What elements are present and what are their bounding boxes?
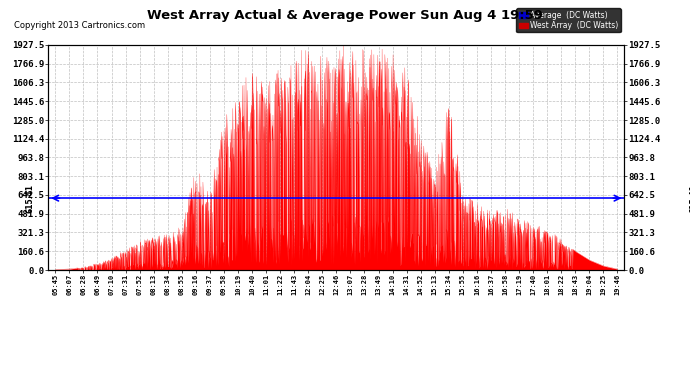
Text: West Array Actual & Average Power Sun Aug 4 19:59: West Array Actual & Average Power Sun Au… [147,9,543,22]
Legend: Average  (DC Watts), West Array  (DC Watts): Average (DC Watts), West Array (DC Watts… [516,8,620,32]
Text: 615.41: 615.41 [689,184,690,213]
Text: Copyright 2013 Cartronics.com: Copyright 2013 Cartronics.com [14,21,145,30]
Text: 615.41: 615.41 [26,184,34,213]
